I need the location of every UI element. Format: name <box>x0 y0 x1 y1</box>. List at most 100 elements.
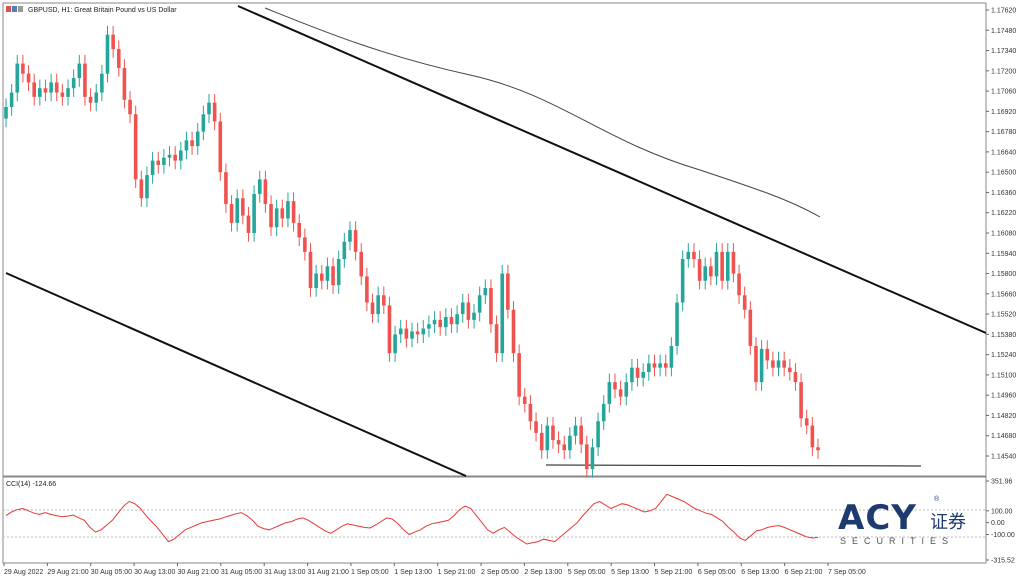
price-tick-label: 1.17200 <box>991 68 1016 75</box>
candle-body <box>376 295 380 315</box>
candle-body <box>365 276 369 303</box>
candle-body <box>432 319 437 325</box>
cci-tick-label: 100.00 <box>991 508 1013 515</box>
header-icon <box>18 6 23 12</box>
price-tick-label: 1.14540 <box>991 454 1016 461</box>
cci-axis: 351.96 100.00 0.00 -100.00 -315.52 <box>986 479 1015 565</box>
candle-body <box>116 49 121 68</box>
candle-body <box>641 372 645 378</box>
candle-body <box>297 222 302 238</box>
price-tick-label: 1.15800 <box>991 271 1016 278</box>
candle-body <box>77 63 82 79</box>
candle-body <box>579 425 583 445</box>
candle-body <box>449 316 454 325</box>
logo-reg: ® <box>934 496 940 503</box>
candle-body <box>455 314 459 325</box>
candle-body <box>494 324 499 354</box>
candle-body <box>393 334 397 354</box>
candle-body <box>38 88 42 97</box>
logo-text: ACY <box>838 498 917 538</box>
candle-body <box>133 114 138 180</box>
time-tick-label: 7 Sep 05:00 <box>828 569 866 576</box>
candle-body <box>709 266 713 277</box>
candle-body <box>252 193 256 233</box>
candle-body <box>652 363 657 368</box>
candle-body <box>737 273 741 296</box>
candle-body <box>675 302 679 346</box>
cci-line-group <box>5 493 819 545</box>
candle-body <box>573 425 578 436</box>
candle-body <box>630 367 634 383</box>
candle-body <box>291 201 296 223</box>
candle-body <box>793 372 798 383</box>
candle-body <box>184 140 189 151</box>
symbol-title: GBPUSD, H1: Great Britain Pound vs US Do… <box>28 7 177 14</box>
time-tick-label: 30 Aug 21:00 <box>177 569 218 576</box>
candle-body <box>754 345 758 383</box>
candle-body <box>438 319 442 328</box>
time-tick-label: 6 Sep 13:00 <box>741 569 779 576</box>
candle-body <box>522 396 527 404</box>
candle-body <box>162 157 166 165</box>
candle-body <box>387 305 392 354</box>
candle-body <box>241 198 245 216</box>
candle-body <box>725 251 730 281</box>
candle-body <box>703 266 708 281</box>
candle-body <box>26 73 31 83</box>
candle-body <box>122 67 127 100</box>
price-tick-label: 1.15100 <box>991 372 1016 379</box>
price-tick-label: 1.16780 <box>991 129 1016 136</box>
price-tick-label: 1.16080 <box>991 231 1016 238</box>
candle-body <box>472 312 476 320</box>
time-tick-label: 2 Sep 13:00 <box>524 569 562 576</box>
candle-body <box>562 444 567 451</box>
candle-body <box>415 331 420 335</box>
candle-body <box>489 288 493 325</box>
candle-body <box>799 382 803 419</box>
candle-body <box>585 444 589 470</box>
candle-body <box>410 331 414 339</box>
candle-body <box>342 241 347 260</box>
candle-body <box>269 204 273 228</box>
price-panel-frame <box>2 2 987 477</box>
candle-body <box>782 360 786 368</box>
candle-body <box>624 382 629 397</box>
candle-body <box>539 432 544 451</box>
acy-logo: ACY ® 证券 SECURITIES <box>838 496 978 548</box>
time-axis: 29 Aug 2022 29 Aug 21:00 30 Aug 05:00 30 Au… <box>3 563 866 576</box>
candle-body <box>759 348 764 383</box>
price-tick-label: 1.16220 <box>991 210 1016 217</box>
header-icon <box>6 6 11 12</box>
candle-body <box>32 82 36 97</box>
upper-channel-line <box>237 5 987 334</box>
candle-body <box>613 382 617 390</box>
price-tick-label: 1.15940 <box>991 251 1016 258</box>
candle-body <box>319 273 324 281</box>
price-tick-label: 1.17620 <box>991 8 1016 15</box>
time-tick-label: 5 Sep 13:00 <box>611 569 649 576</box>
candle-body <box>618 389 623 397</box>
cci-label: CCI(14) -124.66 <box>6 481 56 488</box>
candle-body <box>404 328 409 339</box>
moving-average-line <box>264 7 821 218</box>
candles-group <box>4 25 820 478</box>
price-tick-label: 1.17480 <box>991 28 1016 35</box>
candle-body <box>466 302 471 320</box>
price-tick-label: 1.17060 <box>991 89 1016 96</box>
candle-body <box>111 34 115 50</box>
candle-body <box>49 82 53 93</box>
price-tick-label: 1.16920 <box>991 109 1016 116</box>
candle-body <box>382 295 386 306</box>
candle-body <box>506 273 510 310</box>
price-tick-label: 1.16500 <box>991 170 1016 177</box>
candle-body <box>145 175 149 199</box>
candle-body <box>714 251 719 277</box>
candle-body <box>444 316 448 328</box>
candle-body <box>731 251 736 274</box>
candle-body <box>167 154 172 158</box>
candle-body <box>257 179 262 194</box>
symbol-header: GBPUSD, H1: Great Britain Pound vs US Do… <box>6 6 177 14</box>
candle-body <box>663 363 668 368</box>
candle-body <box>336 259 341 286</box>
